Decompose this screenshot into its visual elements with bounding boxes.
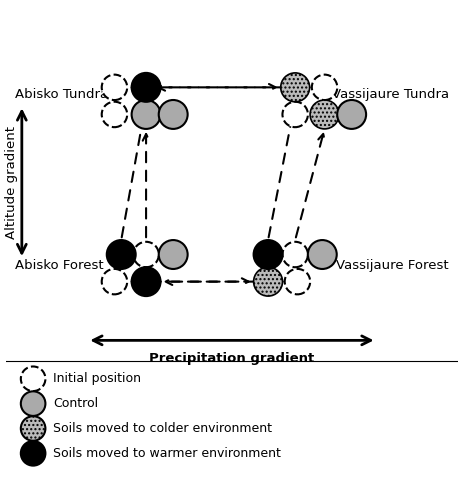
Circle shape xyxy=(102,74,127,100)
Text: Altitude gradient: Altitude gradient xyxy=(6,126,18,238)
Circle shape xyxy=(102,269,127,294)
Text: Vassijaure Forest: Vassijaure Forest xyxy=(336,260,449,272)
Circle shape xyxy=(254,240,283,269)
Circle shape xyxy=(21,416,45,441)
Circle shape xyxy=(21,441,45,466)
Text: Control: Control xyxy=(54,397,98,410)
Circle shape xyxy=(312,74,337,100)
Circle shape xyxy=(132,100,160,129)
Circle shape xyxy=(282,242,308,267)
Circle shape xyxy=(132,267,160,296)
Text: Precipitation gradient: Precipitation gradient xyxy=(149,352,315,365)
Circle shape xyxy=(159,240,188,269)
Text: Initial position: Initial position xyxy=(54,372,141,386)
Circle shape xyxy=(159,100,188,129)
Circle shape xyxy=(107,240,136,269)
Circle shape xyxy=(132,73,160,102)
Text: Soils moved to colder environment: Soils moved to colder environment xyxy=(54,422,273,435)
Text: Abisko Forest: Abisko Forest xyxy=(15,260,103,272)
Circle shape xyxy=(281,73,310,102)
Text: Soils moved to warmer environment: Soils moved to warmer environment xyxy=(54,447,281,460)
Circle shape xyxy=(282,102,308,127)
Circle shape xyxy=(21,366,45,391)
Text: Vassijaure Tundra: Vassijaure Tundra xyxy=(332,88,449,101)
Text: Abisko Tundra: Abisko Tundra xyxy=(15,88,108,101)
Circle shape xyxy=(337,100,366,129)
Circle shape xyxy=(285,269,310,294)
Circle shape xyxy=(102,102,127,127)
Circle shape xyxy=(310,100,339,129)
Circle shape xyxy=(254,267,283,296)
Circle shape xyxy=(21,392,45,416)
Circle shape xyxy=(308,240,337,269)
Circle shape xyxy=(134,242,159,267)
